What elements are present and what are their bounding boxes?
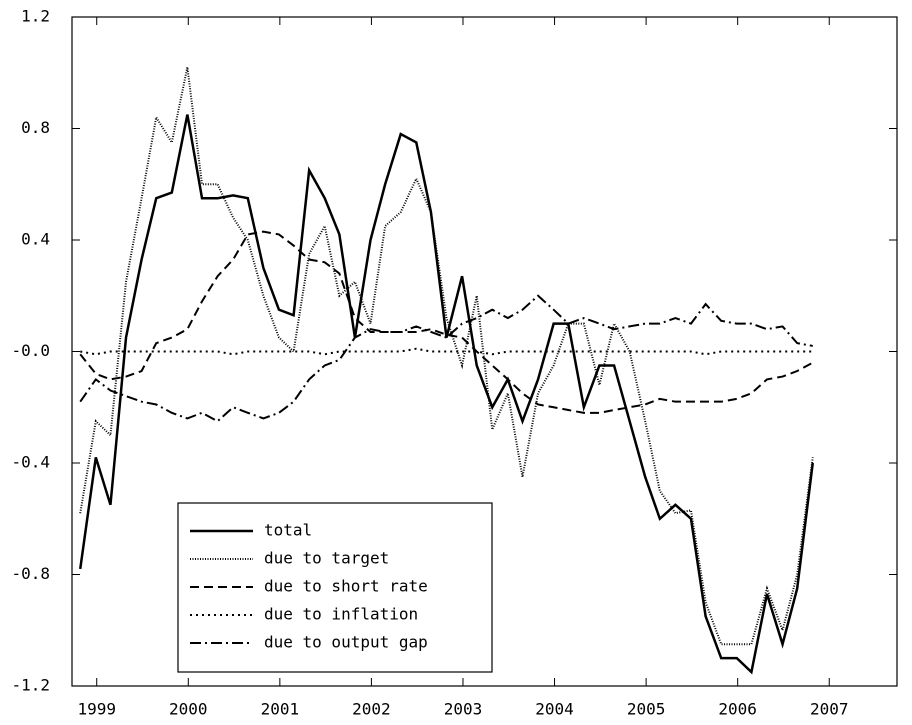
x-tick-label: 1999 [77, 700, 116, 719]
x-tick-label: 2000 [169, 700, 208, 719]
y-tick-label: -0.4 [11, 453, 50, 472]
y-tick-label: -1.2 [11, 676, 50, 695]
series-line [80, 347, 813, 356]
x-tick-label: 2003 [444, 700, 483, 719]
y-tick-label: 1.2 [21, 7, 50, 26]
x-tick-label: 2004 [535, 700, 574, 719]
y-tick-label: -0.8 [11, 564, 50, 583]
series-line [79, 294, 813, 423]
legend-label: total [264, 521, 312, 540]
x-tick-label: 2001 [261, 700, 300, 719]
x-tick-label: 2005 [627, 700, 666, 719]
x-tick-label: 2002 [352, 700, 391, 719]
x-tick-label: 2006 [718, 700, 757, 719]
legend-label: due to inflation [264, 605, 418, 624]
x-tick-label: 2007 [810, 700, 849, 719]
y-tick-label: 0.4 [21, 230, 50, 249]
legend-label: due to target [264, 549, 389, 568]
legend-label: due to output gap [264, 633, 428, 652]
y-tick-label: 0.8 [21, 118, 50, 137]
y-tick-label: -0.0 [11, 341, 50, 360]
series-line [79, 230, 814, 414]
series-line [79, 114, 815, 675]
legend-label: due to short rate [264, 577, 428, 596]
